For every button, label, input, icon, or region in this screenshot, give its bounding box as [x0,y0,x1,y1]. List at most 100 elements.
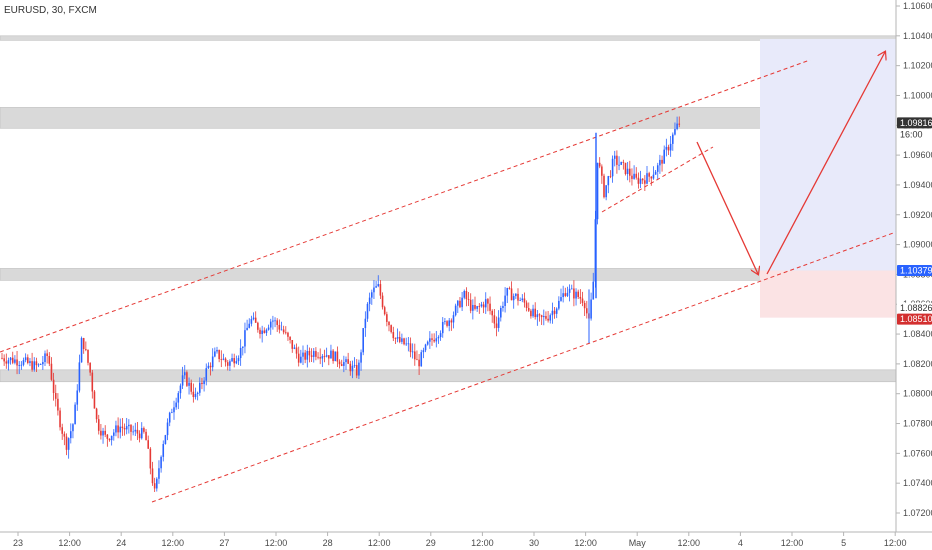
candle [549,313,552,324]
candle-body [629,168,631,176]
candle [478,303,481,314]
candle [437,335,440,344]
candle-body [635,173,638,178]
candle [433,333,435,343]
candle-body [121,426,124,428]
candle [257,321,259,333]
candle-body [285,332,287,334]
candle [525,300,528,312]
candle-body [504,295,506,306]
level-red-badge: 1.08510 [897,313,932,325]
candle [233,353,235,368]
candle [523,292,526,308]
candle-body [138,433,141,439]
candle-body [254,317,257,323]
candle-body [396,337,399,339]
candle-body [661,159,663,164]
candle-body [231,358,233,362]
candle [416,350,418,361]
candle-body [334,351,337,362]
candle [134,422,137,436]
candle-body [306,350,309,360]
candle-body [201,382,203,385]
candle-body [18,365,20,366]
price-tick-label: 1.09000 [903,240,932,250]
candle [448,318,450,332]
price-tick-label: 1.08000 [903,389,932,399]
candle [598,157,601,169]
candle-body [360,352,362,363]
candle-body [394,338,397,339]
candle [579,289,582,304]
candle-body [211,356,214,368]
candle-body [317,356,319,358]
candle [209,362,212,376]
candle-body [433,339,435,342]
candle-body [478,306,481,307]
candle-body [78,362,81,391]
candle [650,176,653,186]
candle-body [626,168,629,175]
candle-body [259,329,261,335]
candle [375,280,377,288]
candle [405,337,407,346]
candle-body [218,349,220,360]
candle-body [530,310,532,317]
candle [39,363,42,365]
candle [194,387,197,400]
candle-body [117,425,119,433]
candle [242,346,244,356]
candle [358,359,360,380]
candle-body [525,302,528,309]
candle [626,161,629,181]
candle-body [209,365,212,368]
candle-body [452,315,455,323]
candle-body [235,361,238,364]
candle [560,288,562,302]
countdown-badge-text: 16:00 [900,129,923,139]
candle-body [336,351,339,362]
candle [605,185,607,201]
candle-body [3,358,5,362]
candle-body [424,344,427,351]
candle [366,302,369,322]
candle-body [491,310,493,316]
candle-body [310,355,313,357]
candle-body [319,357,321,359]
candle-body [14,359,16,363]
candle-body [639,178,642,184]
candle-body [446,321,448,326]
candle [140,422,143,440]
candle [431,333,433,346]
candle [467,291,470,307]
candle-body [631,175,633,179]
candle [386,311,388,327]
candle [676,116,678,131]
candle [149,447,152,475]
candle-body [678,123,681,125]
candle [70,423,72,444]
candle [484,292,487,314]
candle [82,337,85,354]
price-tick-label: 1.08200 [903,359,932,369]
time-tick-label: 5 [841,538,846,548]
candle-body [297,353,300,363]
candle [562,285,564,303]
candle [422,347,425,359]
price-tick-label: 1.09400 [903,180,932,190]
candle-body [149,448,152,469]
candle [334,351,337,362]
time-tick-label: 12:00 [781,538,804,548]
candle-body [44,353,46,363]
candle-body [579,296,582,299]
candle-body [89,362,91,373]
candle [125,417,128,435]
candle [371,289,373,305]
stop-box [760,270,896,318]
candle-body [136,429,139,434]
candle [293,344,296,350]
candle-body [366,303,369,319]
candle-body [263,330,266,333]
candle [392,326,395,342]
candle [656,162,659,180]
